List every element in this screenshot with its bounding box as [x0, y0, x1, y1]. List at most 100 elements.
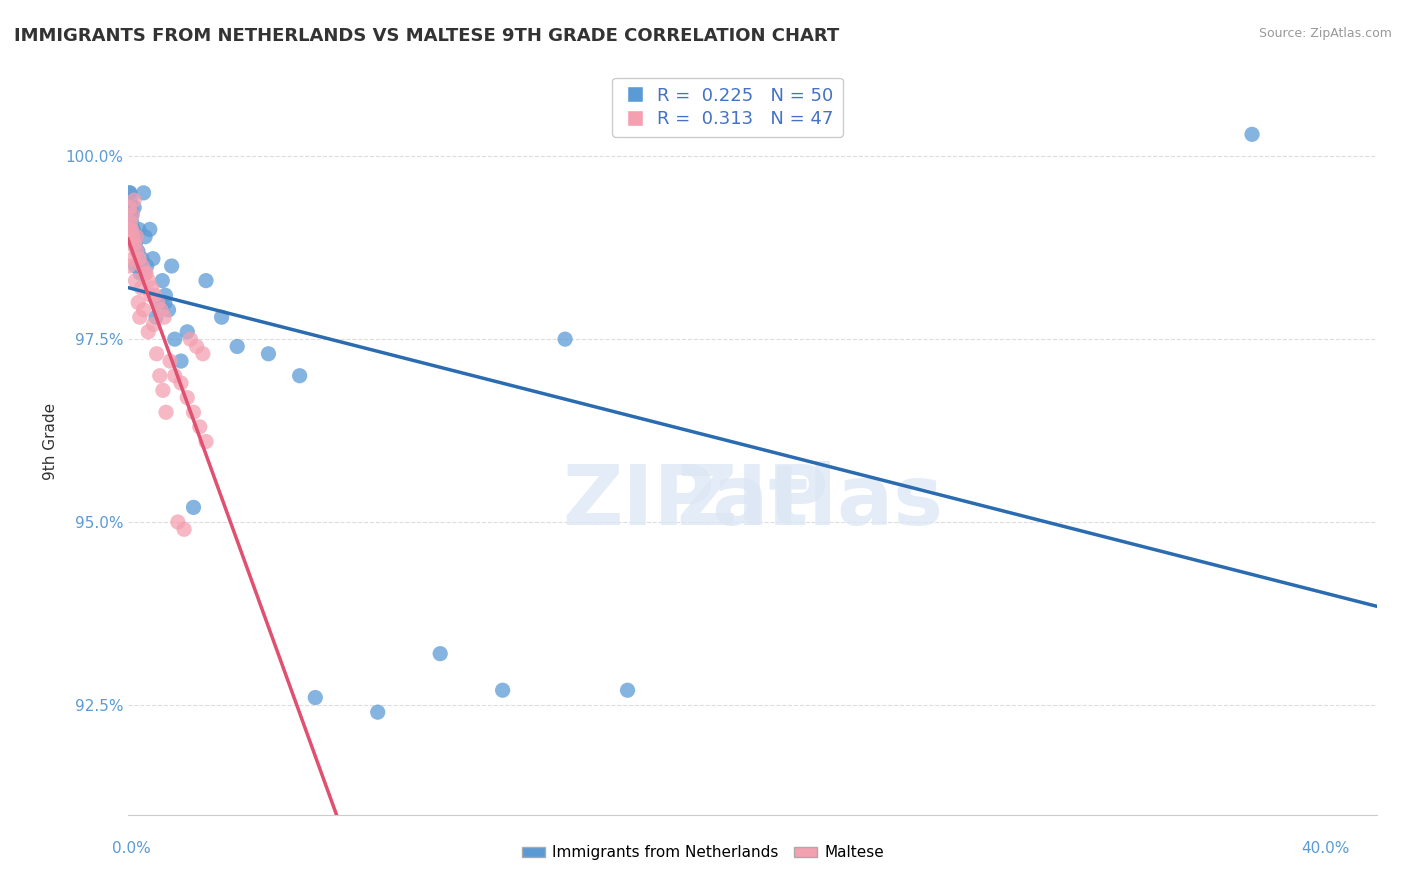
Immigrants from Netherlands: [226, 339, 249, 353]
Immigrants from Netherlands: [163, 332, 186, 346]
Immigrants from Netherlands: [129, 259, 152, 273]
Maltese: [138, 274, 160, 288]
Maltese: [155, 405, 177, 419]
Text: ZIPatlas: ZIPatlas: [562, 461, 943, 541]
Maltese: [131, 281, 153, 295]
Maltese: [176, 391, 198, 405]
Text: IMMIGRANTS FROM NETHERLANDS VS MALTESE 9TH GRADE CORRELATION CHART: IMMIGRANTS FROM NETHERLANDS VS MALTESE 9…: [14, 27, 839, 45]
Immigrants from Netherlands: [125, 259, 148, 273]
Immigrants from Netherlands: [118, 186, 141, 200]
Maltese: [170, 376, 193, 390]
Immigrants from Netherlands: [195, 274, 218, 288]
Maltese: [149, 368, 172, 383]
Legend: R =  0.225   N = 50, R =  0.313   N = 47: R = 0.225 N = 50, R = 0.313 N = 47: [612, 78, 842, 137]
Maltese: [134, 266, 156, 280]
Immigrants from Netherlands: [142, 252, 165, 266]
Maltese: [179, 332, 201, 346]
Maltese: [122, 229, 145, 244]
Immigrants from Netherlands: [491, 683, 513, 698]
Maltese: [122, 252, 145, 266]
Immigrants from Netherlands: [616, 683, 638, 698]
Immigrants from Netherlands: [131, 252, 153, 266]
Maltese: [195, 434, 218, 449]
Immigrants from Netherlands: [155, 288, 177, 302]
Immigrants from Netherlands: [129, 266, 152, 280]
Maltese: [122, 193, 145, 207]
Maltese: [135, 266, 157, 280]
Immigrants from Netherlands: [127, 244, 149, 259]
Maltese: [127, 295, 149, 310]
Maltese: [167, 515, 190, 529]
Immigrants from Netherlands: [127, 244, 149, 259]
Immigrants from Netherlands: [554, 332, 576, 346]
Immigrants from Netherlands: [124, 237, 146, 252]
Maltese: [142, 318, 165, 332]
Text: Source: ZipAtlas.com: Source: ZipAtlas.com: [1258, 27, 1392, 40]
Maltese: [120, 222, 142, 236]
Immigrants from Netherlands: [1240, 128, 1263, 142]
Text: 40.0%: 40.0%: [1302, 841, 1350, 856]
Immigrants from Netherlands: [122, 229, 145, 244]
Maltese: [120, 215, 142, 229]
Immigrants from Netherlands: [150, 274, 173, 288]
Immigrants from Netherlands: [257, 347, 280, 361]
Immigrants from Netherlands: [134, 229, 156, 244]
Immigrants from Netherlands: [304, 690, 326, 705]
Immigrants from Netherlands: [128, 222, 150, 236]
Maltese: [186, 339, 208, 353]
Maltese: [118, 201, 141, 215]
Immigrants from Netherlands: [118, 186, 141, 200]
Immigrants from Netherlands: [157, 302, 180, 317]
Maltese: [121, 208, 143, 222]
Maltese: [152, 384, 174, 398]
Maltese: [124, 274, 146, 288]
Maltese: [153, 310, 176, 325]
Legend: Immigrants from Netherlands, Maltese: Immigrants from Netherlands, Maltese: [516, 839, 890, 866]
Text: ZIP: ZIP: [676, 461, 828, 541]
Maltese: [125, 244, 148, 259]
Immigrants from Netherlands: [132, 186, 155, 200]
Immigrants from Netherlands: [160, 259, 183, 273]
Maltese: [131, 259, 153, 273]
Immigrants from Netherlands: [153, 295, 176, 310]
Immigrants from Netherlands: [211, 310, 233, 325]
Maltese: [150, 302, 173, 317]
Immigrants from Netherlands: [120, 201, 142, 215]
Maltese: [118, 259, 141, 273]
Maltese: [125, 229, 148, 244]
Maltese: [146, 295, 169, 310]
Immigrants from Netherlands: [429, 647, 451, 661]
Maltese: [188, 420, 211, 434]
Immigrants from Netherlands: [134, 266, 156, 280]
Immigrants from Netherlands: [139, 222, 162, 236]
Immigrants from Netherlands: [288, 368, 311, 383]
Maltese: [128, 310, 150, 325]
Maltese: [128, 252, 150, 266]
Immigrants from Netherlands: [176, 325, 198, 339]
Maltese: [136, 325, 159, 339]
Immigrants from Netherlands: [120, 193, 142, 207]
Maltese: [120, 237, 142, 252]
Immigrants from Netherlands: [124, 237, 146, 252]
Text: 0.0%: 0.0%: [112, 841, 152, 856]
Immigrants from Netherlands: [170, 354, 193, 368]
Immigrants from Netherlands: [367, 705, 389, 719]
Maltese: [163, 368, 186, 383]
Maltese: [143, 288, 166, 302]
Maltese: [141, 281, 163, 295]
Immigrants from Netherlands: [183, 500, 205, 515]
Maltese: [124, 237, 146, 252]
Immigrants from Netherlands: [122, 222, 145, 236]
Immigrants from Netherlands: [120, 208, 142, 222]
Maltese: [121, 222, 143, 236]
Y-axis label: 9th Grade: 9th Grade: [44, 403, 58, 480]
Maltese: [139, 288, 162, 302]
Maltese: [145, 347, 167, 361]
Immigrants from Netherlands: [121, 215, 143, 229]
Immigrants from Netherlands: [145, 310, 167, 325]
Maltese: [132, 302, 155, 317]
Maltese: [191, 347, 214, 361]
Immigrants from Netherlands: [135, 259, 157, 273]
Immigrants from Netherlands: [121, 222, 143, 236]
Maltese: [183, 405, 205, 419]
